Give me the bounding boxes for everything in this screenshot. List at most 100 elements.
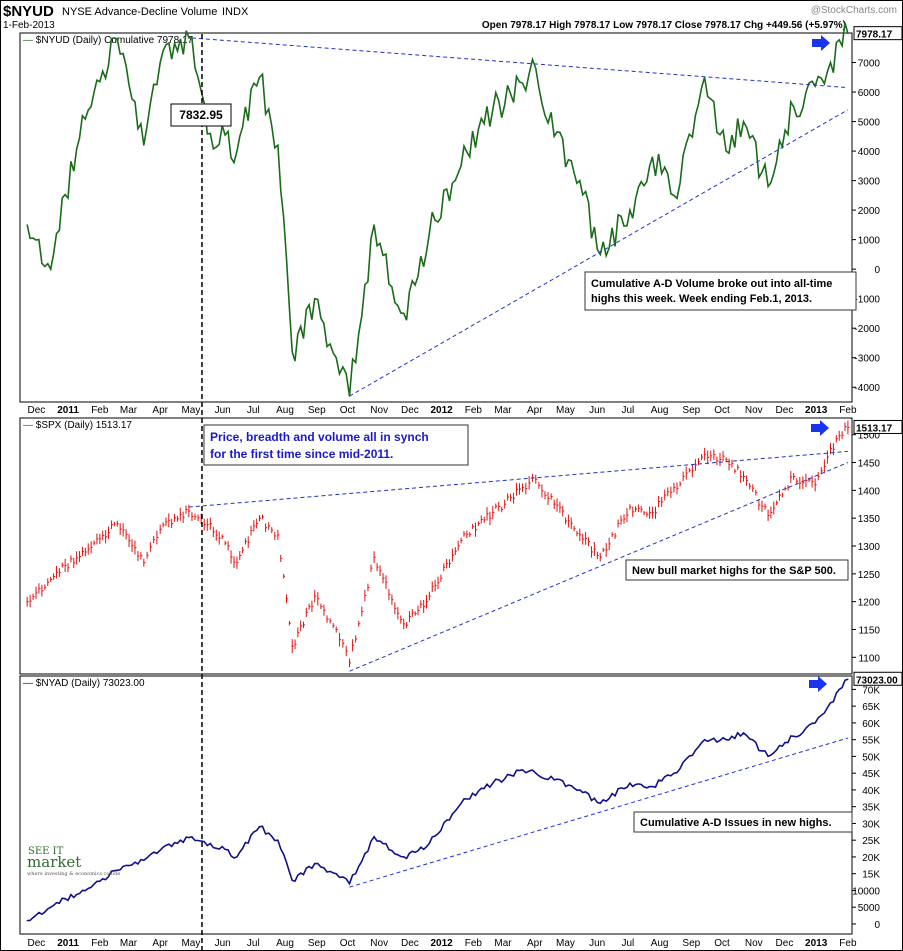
nyad-legend: — $NYAD (Daily) 73023.00 — [23, 678, 145, 689]
nyud-data-point — [535, 67, 537, 70]
nyad-data-point — [460, 802, 462, 804]
spx-data-point — [50, 578, 52, 580]
nyud-data-point — [236, 150, 238, 152]
x-tick-label: Feb — [91, 405, 109, 416]
x-tick-label: Oct — [340, 938, 356, 949]
nyad-data-point — [26, 919, 28, 922]
x-tick-label: Apr — [152, 938, 168, 949]
nyad-y-tick-label: 40K — [862, 786, 880, 797]
x-tick-label: Aug — [651, 938, 669, 949]
nyad-data-point — [81, 889, 84, 892]
nyad-data-point — [521, 769, 524, 771]
panel-nyad: 70K 65K 60K 55K 50K 45K 40K 35K 30K 25K 20K 15K 1000… — [19, 671, 903, 935]
spx-data-point — [629, 506, 631, 508]
nyad-data-point — [814, 722, 816, 724]
x-tick-label: Sep — [682, 938, 700, 949]
nyud-data-point — [629, 209, 631, 211]
spx-data-point — [116, 523, 118, 525]
spx-data-point — [373, 556, 375, 558]
nyud-callout: 7832.95 — [179, 108, 223, 122]
logo-tagline: where investing & economics collide — [27, 871, 120, 877]
x-tick-label: Jun — [589, 405, 605, 416]
nyad-y-tick-label: 5000 — [858, 903, 881, 914]
nyud-y-tick-label: 0 — [874, 265, 880, 276]
nyad-plot-area — [19, 675, 853, 935]
x-tick-label: Mar — [494, 405, 512, 416]
nyud-data-point — [26, 224, 28, 226]
nyad-y-tick-label: 50K — [862, 752, 880, 763]
x-tick-label: Sep — [682, 405, 700, 416]
nyad-data-point — [829, 702, 832, 704]
x-tick-label: Feb — [465, 938, 483, 949]
x-tick-label: Mar — [494, 938, 512, 949]
x-tick-label: Oct — [340, 405, 356, 416]
x-tick-label: Nov — [370, 405, 388, 416]
x-tick-label: Jul — [247, 938, 260, 949]
nyad-last-value: 73023.00 — [856, 675, 898, 686]
spx-data-point — [335, 628, 337, 631]
nyad-series-line — [27, 678, 849, 922]
nyad-y-tick-label: 45K — [862, 769, 880, 780]
nyud-y-tick-label: 6000 — [858, 88, 881, 99]
logo-line-1: SEE IT — [28, 846, 64, 857]
x-tick-label: Jul — [621, 938, 634, 949]
nyud-series-line — [26, 22, 849, 397]
arrow-icon — [809, 676, 827, 692]
nyud-data-point — [159, 61, 161, 64]
x-tick-label: Apr — [527, 938, 543, 949]
spx-data-point — [793, 475, 795, 478]
nyud-y-tick-label: 2000 — [858, 206, 881, 217]
spx-trendline — [188, 450, 848, 508]
nyud-data-point — [829, 61, 832, 64]
x-tick-label: Feb — [839, 405, 857, 416]
nyud-y-tick-label: 1000 — [858, 236, 881, 247]
nyad-data-point — [629, 782, 631, 784]
x-tick-label: Dec — [776, 938, 794, 949]
nyad-y-tick-label: 10000 — [852, 886, 880, 897]
x-tick-label: Aug — [276, 938, 294, 949]
x-tick-label: 2013 — [805, 938, 828, 949]
nyud-data-point — [277, 144, 279, 146]
spx-annotation: New bull market highs for the S&P 500. — [632, 565, 836, 577]
nyad-y-tick-label: 30K — [862, 819, 880, 830]
nyad-data-point — [291, 879, 293, 881]
spx-data-point — [143, 562, 145, 564]
nyad-annotation: Cumulative A-D Issues in new highs. — [640, 817, 832, 829]
nyud-last-value: 7978.17 — [856, 30, 893, 41]
spx-trendline — [349, 462, 849, 672]
spx-data-point — [428, 595, 430, 597]
nyud-y-tick-label: 7000 — [858, 59, 881, 70]
spx-legend: — $SPX (Daily) 1513.17 — [23, 420, 132, 431]
spx-y-tick-label: 1400 — [858, 486, 881, 497]
spx-y-tick-label: 1300 — [858, 542, 881, 553]
spx-legend-swatch: — — [23, 420, 36, 431]
spx-data-point — [535, 478, 537, 480]
nyud-y-tick-label: -2000 — [854, 324, 880, 335]
nyud-data-point — [521, 82, 524, 84]
nyud-plot-area — [19, 32, 853, 403]
nyud-data-point — [373, 224, 375, 226]
x-tick-label: Sep — [308, 938, 326, 949]
nyad-data-point — [159, 849, 161, 851]
spx-data-point — [403, 623, 405, 625]
spx-data-point — [26, 601, 28, 603]
nyad-data-point — [403, 856, 405, 858]
x-tick-label: Apr — [527, 405, 543, 416]
nyad-data-point — [209, 842, 211, 845]
nyad-data-point — [143, 859, 145, 861]
spx-data-point — [277, 534, 279, 536]
x-tick-label: 2013 — [805, 405, 828, 416]
x-tick-label: Dec — [27, 405, 45, 416]
nyud-callout-box — [170, 103, 232, 127]
nyud-data-point — [209, 132, 211, 134]
nyad-data-point — [742, 732, 745, 734]
x-tick-label: Dec — [27, 938, 45, 949]
x-tick-label: Oct — [714, 938, 730, 949]
spx-y-tick-label: 1250 — [858, 570, 881, 581]
nyad-data-point — [236, 856, 238, 858]
nyad-data-point — [492, 782, 494, 784]
logo-line-2: market — [27, 853, 81, 871]
spx-data-point — [209, 523, 211, 525]
spx-data-point — [314, 595, 316, 597]
nyad-data-point — [725, 739, 727, 741]
